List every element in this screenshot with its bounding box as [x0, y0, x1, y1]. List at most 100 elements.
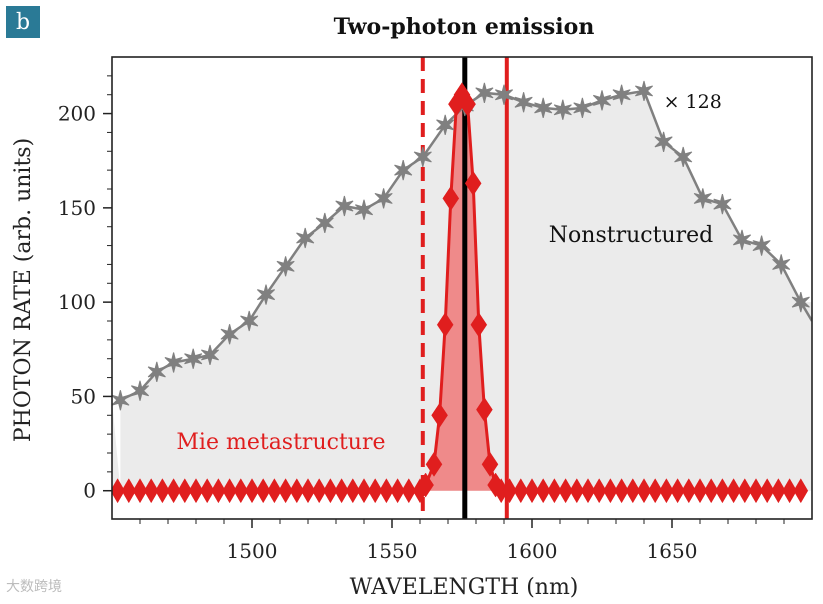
- metastructure-point: [401, 478, 417, 504]
- nonstructured-point: [592, 90, 612, 111]
- nonstructured-point: [240, 310, 259, 332]
- metastructure-point: [431, 402, 448, 428]
- metastructure-point: [121, 478, 137, 504]
- nonstructured-point: [732, 229, 752, 251]
- metastructure-point: [692, 478, 708, 504]
- x-tick-label: 1650: [647, 539, 698, 563]
- metastructure-point: [470, 312, 488, 338]
- metastructure-point: [481, 451, 499, 477]
- nonstructured-point: [772, 254, 791, 275]
- metastructure-point: [535, 478, 551, 504]
- metastructure-point: [255, 478, 271, 504]
- nonstructured-point: [752, 235, 771, 256]
- scale-factor-label: × 128: [664, 91, 722, 113]
- metastructure-point: [267, 478, 282, 504]
- metastructure-point: [771, 478, 786, 504]
- metastructure-point: [459, 91, 476, 117]
- metastructure-point: [636, 478, 652, 504]
- y-tick-label: 150: [58, 196, 96, 220]
- metastructure-point: [793, 478, 809, 504]
- metastructure-point: [188, 478, 204, 504]
- y-tick-label: 0: [83, 479, 96, 503]
- y-tick-label: 50: [71, 384, 96, 408]
- nonstructured-point: [475, 82, 494, 103]
- metastructure-point: [591, 478, 607, 504]
- metastructure-point: [199, 478, 215, 504]
- metastructure-point: [222, 478, 237, 504]
- nonstructured-point: [612, 84, 631, 105]
- nonstructured-label: Nonstructured: [549, 223, 713, 248]
- metastructure-point: [244, 478, 260, 504]
- metastructure-point: [177, 478, 193, 504]
- metastructure-point: [580, 478, 596, 504]
- metastructure-point: [300, 478, 316, 504]
- x-tick-label: 1550: [367, 539, 418, 563]
- nonstructured-point: [112, 390, 130, 411]
- x-tick-label: 1500: [227, 539, 278, 563]
- metastructure-point: [112, 478, 125, 504]
- nonstructured-point: [674, 146, 693, 168]
- chart-title: Two-photon emission: [334, 14, 595, 40]
- metastructure-point: [647, 478, 663, 504]
- annotations: × 128 Nonstructured Mie metastructure: [176, 91, 721, 455]
- metastructure-point: [614, 478, 629, 504]
- metastructure-point: [681, 478, 697, 504]
- metastructure-point: [759, 478, 775, 504]
- nonstructured-point: [296, 227, 315, 249]
- metastructure-point: [311, 478, 327, 504]
- metastructure-point: [417, 472, 434, 498]
- metastructure-point: [367, 478, 383, 504]
- metastructure-point: [345, 478, 361, 504]
- nonstructured-point: [354, 199, 374, 220]
- metastructure-point: [726, 478, 741, 504]
- nonstructured-point: [693, 188, 712, 209]
- plot-area: [112, 57, 812, 519]
- metastructure-point: [155, 478, 170, 504]
- metastructure-point: [502, 478, 517, 504]
- metastructure-point: [547, 478, 562, 504]
- nonstructured-point: [791, 292, 810, 313]
- metastructure-point: [323, 478, 338, 504]
- panel-label-badge: b: [6, 6, 40, 38]
- y-axis-label: PHOTON RATE (arb. units): [11, 138, 36, 442]
- nonstructured-point: [256, 284, 276, 305]
- metastructure-area: [117, 94, 801, 491]
- nonstructured-point: [553, 99, 572, 120]
- nonstructured-point: [573, 97, 592, 119]
- nonstructured-point: [534, 97, 553, 119]
- nonstructured-point: [335, 195, 354, 217]
- metastructure-point: [233, 478, 249, 504]
- metastructure-point: [132, 478, 148, 504]
- metastructure-point: [603, 478, 618, 504]
- metastructure-point: [464, 170, 482, 196]
- watermark: 大数跨境: [6, 579, 62, 595]
- x-axis-label: WAVELENGTH (nm): [350, 575, 579, 600]
- metastructure-point: [625, 478, 641, 504]
- metastructure-point: [703, 478, 719, 504]
- metastructure-point: [356, 478, 372, 504]
- nonstructured-point: [494, 84, 514, 105]
- metastructure-point: [782, 478, 797, 504]
- y-tick-label: 100: [58, 290, 96, 314]
- metastructure-point: [436, 312, 454, 338]
- plot-frame: [111, 56, 813, 520]
- metastructure-point: [737, 478, 753, 504]
- nonstructured-point: [184, 348, 203, 369]
- metastructure-point: [278, 478, 293, 504]
- y-tick-label: 200: [58, 102, 96, 126]
- x-tick-label: 1600: [507, 539, 558, 563]
- axes: 1500 1550 1600 1650 0 50 100 150 200: [58, 75, 785, 563]
- mie-metastructure-label: Mie metastructure: [176, 430, 385, 455]
- nonstructured-point: [130, 380, 150, 401]
- nonstructured-point: [315, 212, 334, 234]
- nonstructured-point: [713, 193, 732, 215]
- nonstructured-point: [164, 352, 183, 373]
- nonstructured-point: [436, 114, 455, 136]
- metastructure-point: [476, 397, 493, 423]
- metastructure-point: [390, 478, 405, 504]
- metastructure-point: [143, 478, 159, 504]
- nonstructured-point: [374, 188, 393, 209]
- metastructure-point: [715, 478, 730, 504]
- metastructure-point: [334, 478, 349, 504]
